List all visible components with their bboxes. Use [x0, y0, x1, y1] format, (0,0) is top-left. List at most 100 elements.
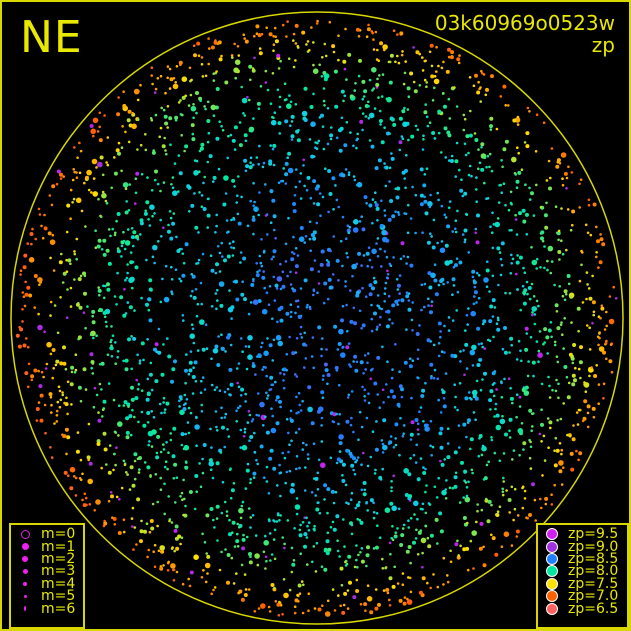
star-point	[465, 313, 469, 317]
star-point	[526, 106, 530, 110]
star-point	[521, 486, 524, 490]
star-point	[154, 473, 158, 476]
star-point	[285, 470, 289, 474]
star-point	[338, 383, 341, 387]
star-point	[105, 248, 110, 253]
star-point	[355, 544, 358, 547]
star-point	[367, 105, 370, 108]
star-point	[414, 461, 418, 464]
star-point	[314, 186, 319, 191]
star-point	[228, 518, 231, 522]
star-point	[210, 357, 213, 361]
star-point	[482, 319, 487, 324]
star-point	[270, 583, 275, 587]
star-point	[290, 570, 294, 574]
star-point	[238, 143, 243, 148]
star-point	[240, 85, 243, 89]
star-point	[592, 415, 596, 419]
star-point	[215, 504, 220, 509]
star-point	[333, 324, 338, 329]
star-point	[162, 401, 165, 404]
star-point	[462, 516, 467, 520]
star-point	[98, 293, 101, 297]
star-point	[383, 250, 387, 253]
star-point	[334, 490, 338, 494]
star-point	[173, 528, 178, 533]
star-point	[122, 359, 125, 363]
star-point	[216, 288, 219, 292]
star-point	[363, 89, 368, 94]
star-point	[465, 494, 469, 498]
star-point	[156, 524, 159, 528]
star-point	[469, 539, 473, 543]
star-point	[343, 94, 347, 98]
star-point	[287, 450, 290, 454]
star-point	[199, 485, 203, 489]
star-point	[130, 397, 135, 402]
star-point	[424, 467, 427, 471]
star-point	[110, 186, 113, 190]
star-point	[220, 333, 223, 337]
star-point	[353, 354, 358, 359]
star-point	[418, 52, 422, 56]
star-point	[253, 206, 259, 212]
star-point	[548, 186, 552, 191]
star-point	[588, 374, 591, 378]
star-point	[65, 396, 68, 400]
star-point	[206, 226, 209, 229]
star-point	[464, 153, 468, 157]
star-point	[407, 292, 411, 295]
star-point	[206, 160, 210, 164]
star-point	[201, 252, 205, 256]
star-point	[239, 428, 243, 432]
star-point	[252, 279, 255, 283]
star-point	[327, 169, 332, 173]
star-point	[389, 435, 393, 438]
star-point	[343, 67, 347, 71]
star-point	[347, 554, 352, 559]
star-point	[414, 124, 418, 128]
star-point	[174, 115, 179, 120]
star-point	[294, 42, 298, 45]
star-point	[173, 549, 176, 553]
star-point	[289, 315, 293, 319]
star-point	[172, 190, 178, 196]
star-point	[336, 539, 339, 542]
star-point	[122, 518, 126, 521]
star-point	[575, 449, 578, 453]
star-point	[422, 134, 425, 137]
star-point	[556, 160, 560, 164]
star-point	[139, 233, 142, 236]
star-point	[126, 263, 129, 266]
star-point	[317, 270, 321, 273]
star-point	[117, 96, 120, 99]
star-point	[483, 347, 487, 350]
star-point	[569, 434, 572, 438]
star-point	[159, 450, 163, 454]
star-point	[478, 87, 481, 91]
star-point	[66, 435, 71, 440]
star-point	[519, 349, 522, 353]
star-point	[55, 414, 59, 417]
star-point	[489, 304, 494, 309]
star-point	[411, 185, 414, 189]
star-point	[73, 146, 76, 149]
star-point	[203, 105, 206, 108]
star-point	[294, 311, 297, 315]
star-point	[523, 271, 527, 275]
star-point	[399, 416, 402, 420]
star-point	[402, 424, 406, 427]
zp-label: zp=6.5	[568, 600, 619, 617]
star-point	[441, 390, 446, 395]
star-point	[304, 357, 308, 360]
star-point	[476, 213, 480, 218]
star-point	[154, 379, 159, 384]
star-point	[382, 418, 387, 423]
star-point	[242, 533, 245, 537]
star-point	[272, 338, 276, 342]
star-point	[486, 519, 491, 524]
star-point	[375, 420, 378, 423]
star-point	[371, 221, 374, 225]
star-point	[540, 230, 545, 235]
star-point	[602, 350, 606, 355]
